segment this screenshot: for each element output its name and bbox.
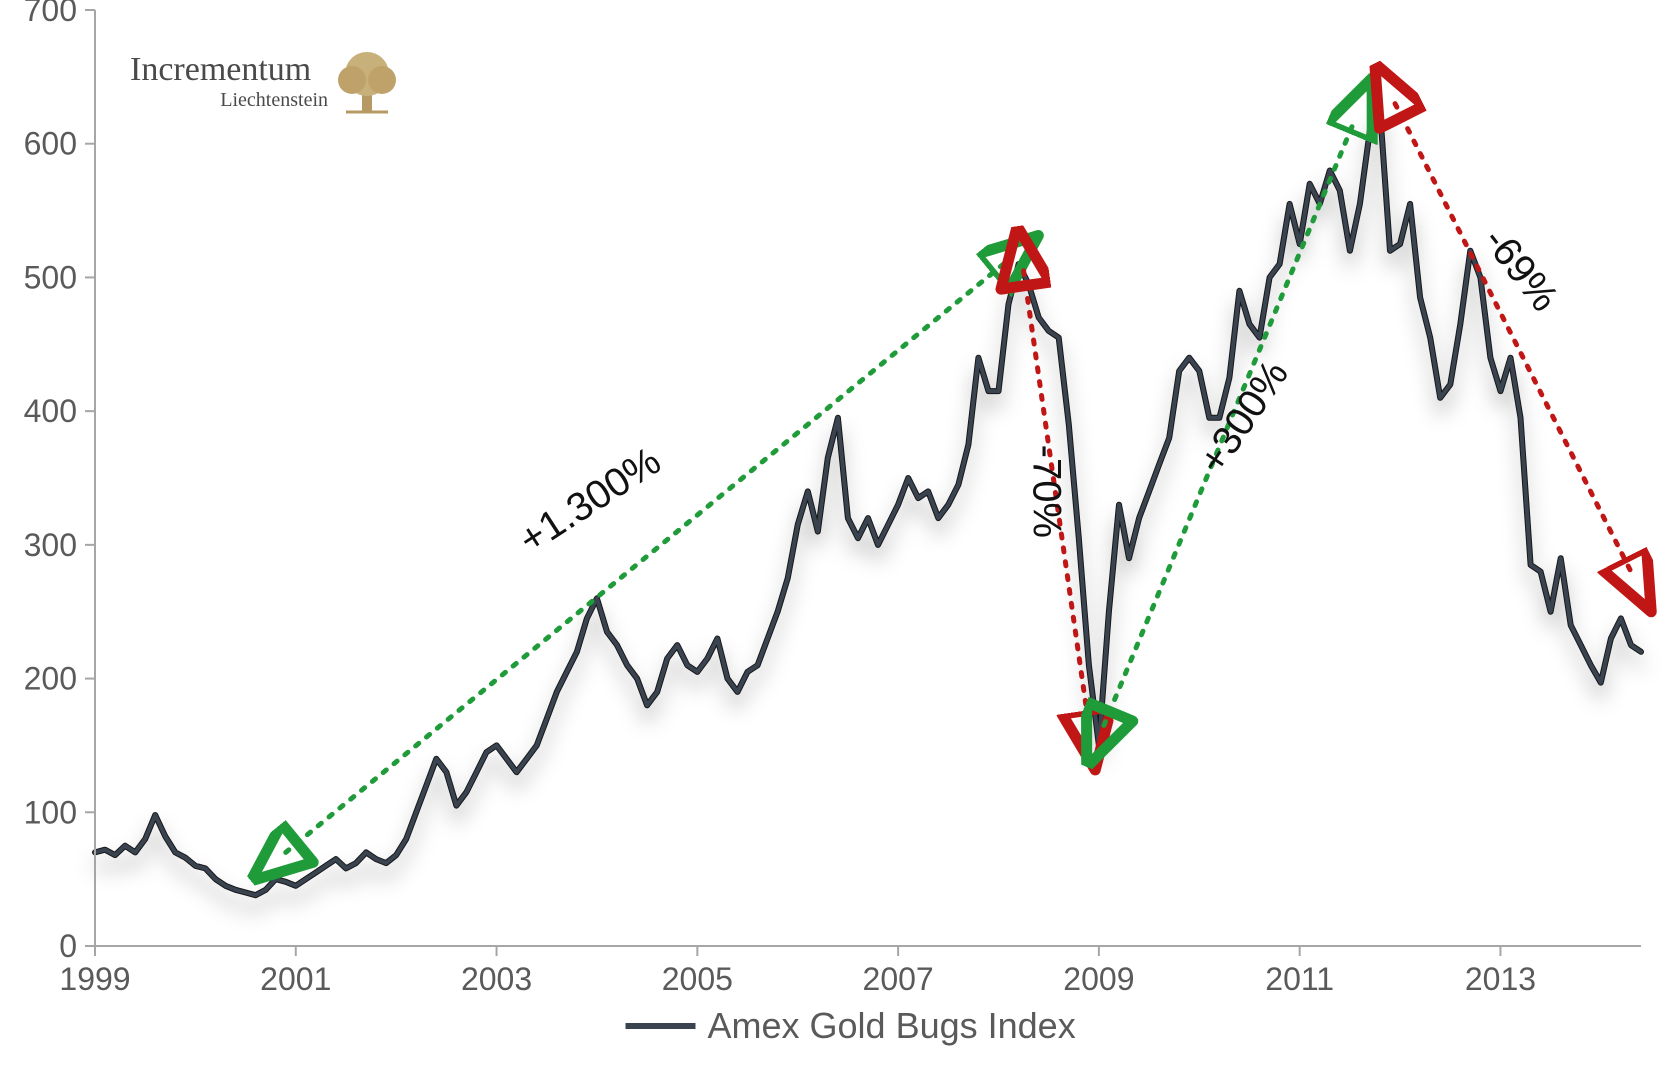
y-tick-label: 300 <box>24 527 77 563</box>
trend-label-down1: -70% <box>1025 445 1069 538</box>
chart-container: 0 100 200 300 400 500 600 700 1999 2001 2003 2005 20… <box>0 0 1671 1066</box>
x-tick-label: 2005 <box>662 961 733 997</box>
y-tick-label: 600 <box>24 126 77 162</box>
legend-label: Amex Gold Bugs Index <box>708 1005 1076 1046</box>
x-tick-label: 1999 <box>59 961 130 997</box>
chart-background <box>0 0 1671 1066</box>
x-tick-label: 2007 <box>863 961 934 997</box>
x-tick-label: 2001 <box>260 961 331 997</box>
x-tick-label: 2011 <box>1265 961 1334 997</box>
y-tick-label: 0 <box>59 928 77 964</box>
brand-sub: Liechtenstein <box>220 89 328 111</box>
y-tick-label: 400 <box>24 393 77 429</box>
x-tick-label: 2003 <box>461 961 532 997</box>
y-tick-label: 700 <box>24 0 77 28</box>
x-tick-label: 2009 <box>1063 961 1134 997</box>
chart-svg: 0 100 200 300 400 500 600 700 1999 2001 2003 2005 20… <box>0 0 1671 1066</box>
x-tick-label: 2013 <box>1465 961 1536 997</box>
y-tick-label: 100 <box>24 794 77 830</box>
brand-name: Incrementum <box>130 51 311 88</box>
y-tick-label: 200 <box>24 661 77 697</box>
y-tick-label: 500 <box>24 259 77 295</box>
